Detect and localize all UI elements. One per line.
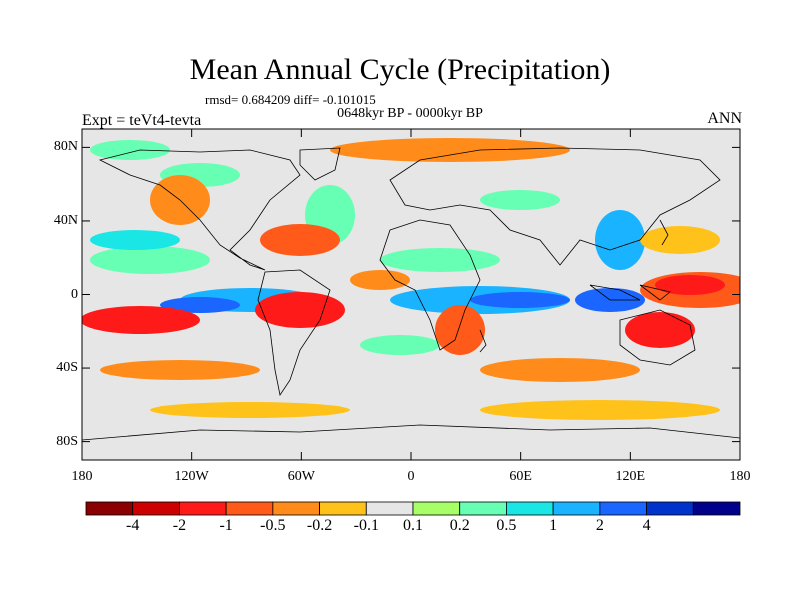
colorbar-swatch	[319, 501, 367, 516]
longitude-ticks	[81, 129, 741, 460]
coastline-australia	[619, 309, 696, 366]
colorbar-label: -0.2	[306, 517, 333, 534]
period-subtitle: 0648kyr BP - 0000kyr BP	[337, 106, 483, 121]
colorbar-label: 0.1	[403, 517, 423, 534]
anomaly-blob	[260, 224, 340, 256]
anomaly-field	[82, 138, 740, 441]
lon-tick-label: 120E	[615, 469, 646, 484]
coastline-madagascar	[479, 329, 487, 353]
lat-tick-label: 80N	[53, 139, 78, 155]
lat-tick-label: 0	[71, 286, 78, 302]
anomaly-blob	[330, 138, 570, 162]
coastline-south-america	[257, 269, 331, 397]
lat-tick-label: 80S	[56, 433, 78, 449]
season-label: ANN	[707, 110, 742, 127]
anomaly-blob	[380, 248, 500, 272]
coastline-maritime-continent	[589, 284, 671, 301]
anomaly-blob	[655, 275, 725, 295]
anomaly-blob	[625, 312, 695, 348]
lat-tick-label: 40S	[56, 360, 78, 376]
lon-tick-label: 120W	[174, 469, 209, 484]
experiment-label: Expt = teVt4-tevta	[82, 112, 202, 129]
colorbar-swatch	[132, 501, 180, 516]
colorbar-swatch	[552, 501, 601, 516]
colorbar-swatch	[459, 501, 507, 516]
colorbar-label: 0.2	[449, 517, 470, 534]
colorbar-label: 4	[642, 517, 651, 534]
anomaly-blob	[255, 292, 345, 328]
anomaly-blob	[435, 305, 485, 355]
anomaly-blob	[360, 335, 440, 355]
colorbar-swatch	[646, 501, 694, 516]
anomaly-blob	[82, 306, 200, 334]
latitude-ticks	[82, 146, 740, 443]
anomaly-blob	[160, 297, 240, 313]
colorbar-swatch	[506, 501, 554, 516]
colorbar	[85, 501, 741, 516]
anomaly-blob	[90, 140, 170, 160]
coastline-africa	[379, 219, 481, 351]
coastline-greenland	[299, 147, 341, 181]
colorbar-label: -1	[219, 517, 233, 534]
lon-tick-label: 60W	[287, 469, 315, 484]
colorbar-label: -2	[172, 517, 187, 534]
anomaly-blob	[480, 358, 640, 382]
anomaly-blob	[100, 360, 260, 380]
coastline-eurasia	[389, 147, 721, 266]
anomaly-blob	[90, 230, 180, 250]
coastlines	[82, 147, 740, 441]
colorbar-label: -0.1	[353, 517, 379, 534]
coastline-north-america	[98, 149, 301, 271]
anomaly-blob	[350, 270, 410, 290]
colorbar-swatch	[365, 501, 414, 516]
anomaly-blob	[480, 190, 560, 210]
lon-tick-label: 180	[729, 469, 751, 484]
colorbar-swatch	[272, 501, 320, 516]
anomaly-blob	[470, 292, 570, 308]
colorbar-swatch	[85, 501, 134, 516]
colorbar-swatch	[412, 501, 461, 516]
colorbar-label: 0.5	[496, 517, 517, 534]
anomaly-blob	[480, 400, 720, 420]
colorbar-label: -4	[126, 517, 140, 534]
anomaly-negative-regions	[82, 138, 740, 420]
colorbar-label: 1	[549, 517, 558, 534]
page-title: Mean Annual Cycle (Precipitation)	[189, 53, 611, 86]
colorbar-label: 2	[595, 517, 604, 534]
lon-tick-label: 60E	[509, 469, 532, 484]
coastline-antarctica	[82, 424, 740, 441]
anomaly-blob	[595, 210, 645, 270]
lon-tick-label: 180	[71, 469, 93, 484]
rmsd-diff-stats: rmsd= 0.684209 diff= -0.101015	[205, 92, 376, 107]
coastline-japan	[659, 219, 669, 246]
colorbar-swatch	[692, 501, 741, 516]
colorbar-swatch	[179, 501, 227, 516]
lat-tick-label: 40N	[53, 212, 78, 228]
lon-tick-label: 0	[407, 469, 415, 484]
anomaly-blob	[640, 226, 720, 254]
colorbar-swatch	[599, 501, 647, 516]
anomaly-blob	[90, 246, 210, 274]
anomaly-blob	[150, 402, 350, 418]
colorbar-swatch	[225, 501, 274, 516]
colorbar-label: -0.5	[260, 517, 286, 534]
